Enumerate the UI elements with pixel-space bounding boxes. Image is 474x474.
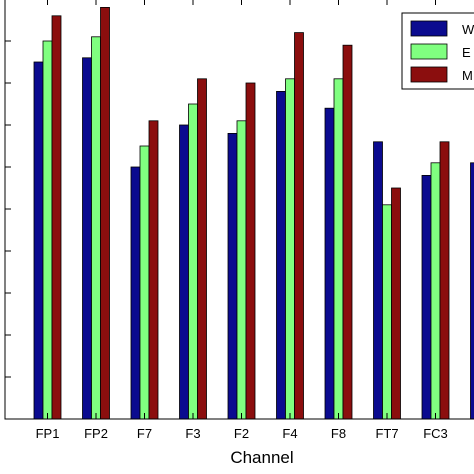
bar-e-f4 [285, 78, 295, 420]
bar-e-fp2 [91, 36, 101, 420]
bar-w-f7 [130, 166, 141, 420]
legend-swatch-w [410, 20, 448, 37]
x-tick-label: F8 [331, 426, 346, 441]
plot-frame [4, 0, 474, 420]
bar-w-f8 [324, 107, 335, 420]
x-tick-label: F2 [234, 426, 249, 441]
bar-m-fp1 [51, 15, 62, 420]
bar-w-fc3 [421, 174, 432, 420]
bar-m-f8 [342, 44, 353, 420]
legend-label-w: W [462, 22, 474, 37]
x-tick-label: F3 [185, 426, 200, 441]
legend-label-e: E [462, 45, 471, 60]
bar-e-fp1 [42, 40, 53, 420]
bar-w-f3 [179, 124, 189, 420]
x-tick-label: FP2 [84, 426, 108, 441]
legend-swatch-e [410, 43, 448, 60]
bar-m-ft7 [391, 187, 401, 420]
bar-e-fc3 [430, 162, 441, 420]
bar-w-f [470, 162, 474, 420]
bar-e-f7 [139, 145, 150, 420]
bar-m-fc3 [439, 141, 450, 420]
x-axis: FP1FP2F7F3F2F4F8FT7FC3F [36, 0, 448, 441]
bar-w-f4 [276, 91, 286, 420]
bar-e-f2 [236, 120, 247, 420]
x-axis-label: Channel [230, 448, 293, 467]
bar-m-f7 [148, 120, 159, 420]
y-axis-ticks [5, 40, 11, 420]
x-tick-label: FT7 [375, 426, 398, 441]
bar-e-ft7 [382, 204, 392, 420]
x-tick-label: FP1 [36, 426, 60, 441]
legend-label-m: M [462, 68, 473, 83]
x-tick-label: FC3 [423, 426, 448, 441]
bar-m-f4 [294, 32, 304, 420]
bar-w-fp2 [82, 57, 92, 420]
bar-m-f3 [197, 78, 207, 420]
bar-w-f2 [227, 132, 238, 420]
x-tick-label: F7 [137, 426, 152, 441]
legend-swatch-m [410, 66, 448, 83]
bar-m-fp2 [100, 7, 110, 420]
bar-w-ft7 [373, 141, 383, 420]
x-tick-label: F4 [282, 426, 297, 441]
bar-e-f8 [333, 78, 344, 420]
bar-e-f3 [188, 103, 198, 420]
bar-m-f2 [245, 82, 256, 420]
legend: WEM [401, 12, 474, 90]
bar-w-fp1 [33, 61, 44, 420]
